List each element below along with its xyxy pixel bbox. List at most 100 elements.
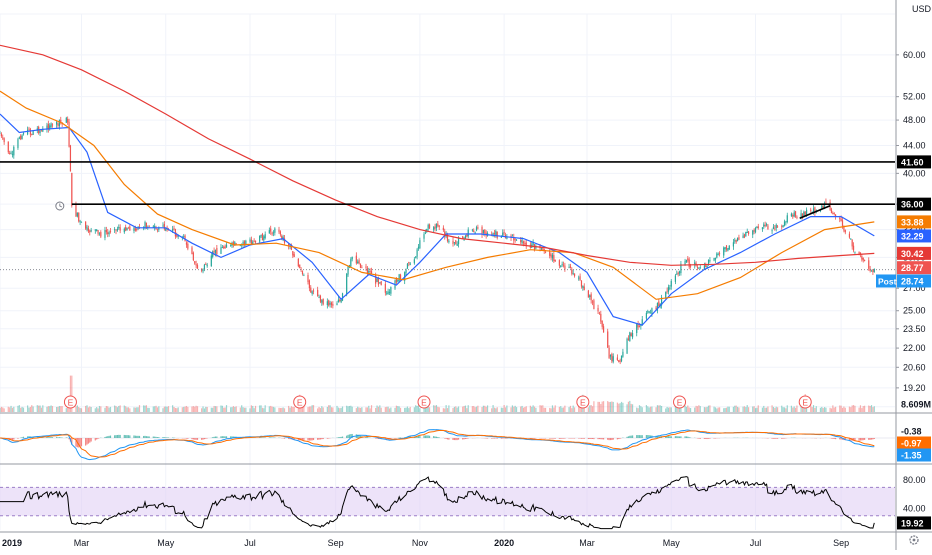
candle-body: [117, 229, 118, 230]
volume-bar: [563, 408, 564, 412]
volume-bar: [463, 406, 464, 412]
candle-body: [320, 296, 321, 302]
macd-histogram-bar: [549, 438, 550, 439]
volume-bar: [231, 407, 232, 412]
volume-bar: [9, 407, 10, 412]
volume-bar: [146, 405, 147, 412]
volume-bar: [553, 408, 554, 412]
candle-body: [854, 252, 855, 253]
macd-histogram-bar: [871, 438, 872, 440]
macd-histogram-bar: [157, 437, 158, 438]
candle-body: [85, 222, 86, 229]
volume-bar: [726, 408, 727, 412]
macd-histogram-bar: [448, 438, 449, 440]
candle-body: [752, 231, 753, 235]
volume-bar: [230, 407, 231, 412]
candle-body: [263, 236, 264, 240]
volume-bar: [870, 406, 871, 412]
earnings-marker-label[interactable]: E: [421, 398, 427, 408]
volume-bar: [341, 408, 342, 412]
volume-bar: [178, 407, 179, 412]
candle-body: [149, 226, 150, 227]
volume-bar: [762, 408, 763, 412]
candle-body: [665, 292, 666, 298]
volume-bar: [407, 407, 408, 412]
last-price-badge: 28.77: [901, 263, 924, 273]
candle-body: [716, 253, 717, 257]
macd-histogram-bar: [23, 437, 24, 438]
volume-bar: [52, 406, 53, 412]
earnings-marker-label[interactable]: E: [580, 398, 586, 408]
macd-histogram-bar: [497, 438, 498, 439]
macd-histogram-bar: [863, 438, 864, 440]
earnings-marker-label[interactable]: E: [68, 398, 74, 408]
volume-bar: [336, 406, 337, 412]
macd-histogram-bar: [632, 435, 633, 438]
volume-bar: [763, 406, 764, 412]
earnings-marker-label[interactable]: E: [297, 398, 303, 408]
candle-body: [754, 230, 755, 232]
macd-histogram-bar: [223, 436, 224, 438]
volume-bar: [852, 405, 853, 412]
volume-last-badge: 8.609M: [901, 400, 931, 410]
macd-histogram-bar: [568, 438, 569, 439]
candle-body: [773, 227, 774, 229]
volume-bar: [417, 406, 418, 412]
candle-body: [428, 225, 429, 229]
candle-body: [803, 212, 804, 216]
macd-histogram-bar: [270, 437, 271, 438]
candle-body: [106, 230, 107, 232]
candle-body: [193, 253, 194, 261]
volume-bar: [636, 408, 637, 412]
volume-bar: [784, 407, 785, 412]
volume-bar: [110, 407, 111, 412]
volume-bar: [665, 408, 666, 412]
volume-bar: [323, 407, 324, 412]
candle-body: [550, 254, 551, 257]
macd-histogram-bar: [327, 438, 328, 439]
macd-histogram-bar: [120, 435, 121, 438]
candle-body: [405, 270, 406, 273]
candle-body: [481, 227, 482, 235]
candle-body: [667, 291, 668, 292]
macd-histogram-bar: [318, 438, 319, 440]
candle-body: [410, 264, 411, 265]
candle-body: [791, 214, 792, 217]
candle-body: [448, 241, 449, 242]
volume-bar: [215, 406, 216, 412]
candle-body: [115, 229, 116, 230]
candle-body: [613, 356, 614, 361]
volume-bar: [719, 407, 720, 412]
volume-bar: [89, 406, 90, 412]
volume-bar: [744, 406, 745, 412]
volume-bar: [365, 407, 366, 412]
candle-body: [744, 234, 745, 237]
volume-bar: [694, 408, 695, 412]
volume-bar: [552, 405, 553, 412]
candle-body: [776, 225, 777, 228]
candle-body: [205, 264, 206, 265]
macd-histogram-bar: [88, 438, 89, 444]
macd-histogram-bar: [562, 438, 563, 439]
volume-bar: [617, 403, 618, 412]
candle-body: [795, 211, 796, 216]
candle-body: [447, 234, 448, 241]
volume-bar: [858, 408, 859, 412]
volume-bar: [226, 405, 227, 412]
volume-bar: [455, 406, 456, 412]
time-label-Jul: Jul: [750, 538, 762, 548]
volume-bar: [175, 408, 176, 412]
candle-body: [307, 275, 308, 282]
earnings-marker-label[interactable]: E: [802, 398, 808, 408]
earnings-marker-label[interactable]: E: [677, 398, 683, 408]
volume-bar: [359, 408, 360, 412]
volume-bar: [342, 406, 343, 412]
candle-body: [27, 130, 28, 135]
candle-body: [17, 139, 18, 148]
candle-body: [727, 248, 728, 251]
candle-body: [736, 240, 737, 242]
macd-histogram-bar: [436, 437, 437, 438]
